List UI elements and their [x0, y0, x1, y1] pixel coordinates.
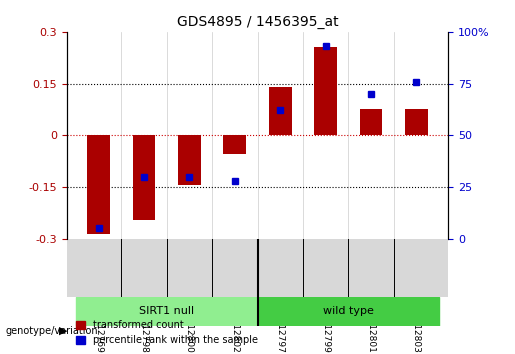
- Bar: [359, 109, 382, 135]
- Text: SIRT1 null: SIRT1 null: [139, 306, 194, 316]
- Bar: [88, 135, 110, 234]
- Bar: [269, 87, 291, 135]
- Legend: transformed count, percentile rank within the sample: transformed count, percentile rank withi…: [72, 316, 262, 349]
- Text: ▶: ▶: [59, 326, 68, 336]
- Text: genotype/variation: genotype/variation: [5, 326, 98, 336]
- Bar: [178, 135, 201, 185]
- Text: wild type: wild type: [323, 306, 374, 316]
- Bar: [405, 109, 427, 135]
- Bar: [133, 135, 156, 220]
- Title: GDS4895 / 1456395_at: GDS4895 / 1456395_at: [177, 16, 338, 29]
- Bar: [76, 297, 258, 326]
- Bar: [314, 47, 337, 135]
- Bar: [258, 297, 439, 326]
- Bar: [224, 135, 246, 154]
